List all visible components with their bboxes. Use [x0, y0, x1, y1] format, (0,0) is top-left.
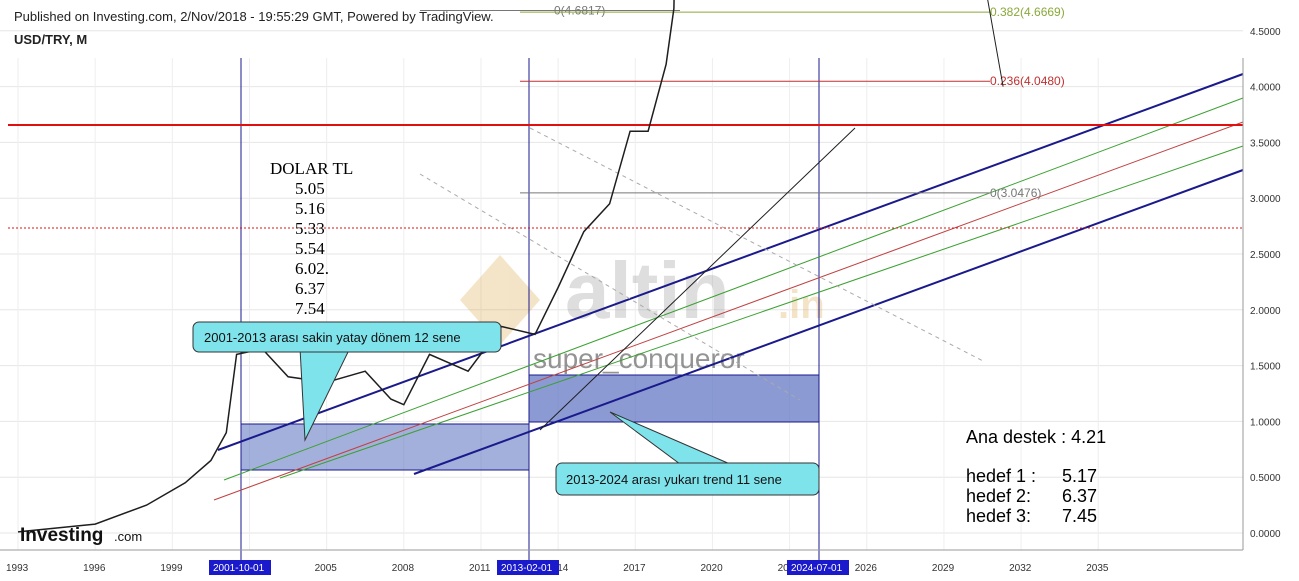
target-value: 6.37	[1062, 486, 1097, 506]
dolar-list-title: DOLAR TL	[270, 159, 353, 178]
date-marker-2001: 2001-10-01	[213, 563, 265, 574]
dolar-value: 5.33	[295, 219, 325, 238]
dolar-value: 6.37	[295, 279, 325, 298]
x-tick-label: 2020	[700, 563, 723, 574]
x-tick-label: 2032	[1009, 563, 1032, 574]
callout-text: 2013-2024 arası yukarı trend 11 sene	[566, 472, 782, 487]
callout-horizontal-period: 2001-2013 arası sakin yatay dönem 12 sen…	[192, 321, 502, 442]
target-value: 5.17	[1062, 466, 1097, 486]
x-tick-label: 2005	[315, 563, 338, 574]
channel-lower-line	[413, 169, 1244, 475]
dolar-value: 6.02.	[295, 259, 329, 278]
symbol-title: USD/TRY, M	[14, 32, 88, 47]
target-label: hedef 3:	[966, 506, 1031, 526]
watermark-subtext: super_conqueror	[533, 343, 745, 374]
published-info: Published on Investing.com, 2/Nov/2018 -…	[14, 9, 494, 24]
channel-green-lower	[279, 145, 1244, 479]
y-tick-label: 1.5000	[1250, 362, 1281, 373]
price-history-line	[17, 0, 675, 533]
fib-level-label: 0(4.6817)	[554, 4, 605, 18]
projection-path	[987, 0, 1004, 87]
range-box-2001-2013	[240, 423, 530, 471]
fibonacci-levels: 1.618(7.4566)0.786(6.0297)0.5(5.5392)0.3…	[420, 4, 1065, 200]
y-tick-label: 1.0000	[1250, 417, 1281, 428]
x-tick-label: 2029	[932, 563, 955, 574]
main-support: Ana destek : 4.21	[966, 427, 1106, 447]
x-axis: 1993199619992002200520082011201420172020…	[0, 549, 1243, 574]
y-tick-label: 4.0000	[1250, 83, 1281, 94]
channel-upper-line	[217, 73, 1244, 451]
callout-text: 2001-2013 arası sakin yatay dönem 12 sen…	[204, 330, 461, 345]
targets-panel: Ana destek : 4.21 hedef 1 : 5.17 hedef 2…	[966, 427, 1106, 526]
fib-level-label: 0.382(4.6669)	[990, 5, 1065, 19]
y-axis: 0.0000 0.5000 1.0000 1.5000 2.0000 2.5000 3.00…	[1242, 27, 1281, 550]
dolar-value: 5.16	[295, 199, 325, 218]
y-tick-label: 0.0000	[1250, 529, 1281, 540]
x-tick-label: 2008	[392, 563, 415, 574]
channel-green-upper	[223, 97, 1244, 481]
watermark-text: altin	[565, 246, 729, 335]
fib-level-label: 0(3.0476)	[990, 186, 1041, 200]
x-tick-label: 1999	[160, 563, 183, 574]
watermark-suffix: .in	[778, 283, 825, 327]
date-markers: 2001-10-01 2013-02-01 2024-07-01	[209, 560, 849, 575]
target-label: hedef 1 :	[966, 466, 1036, 486]
fib-level-label: 0.236(4.0480)	[990, 74, 1065, 88]
x-tick-label: 2011	[469, 563, 491, 574]
date-marker-2024: 2024-07-01	[791, 563, 843, 574]
dolar-value: 7.54	[295, 299, 325, 318]
target-label: hedef 2:	[966, 486, 1031, 506]
x-tick-label: 1993	[6, 563, 29, 574]
y-tick-label: 4.5000	[1250, 27, 1281, 38]
callout-uptrend-period: 2013-2024 arası yukarı trend 11 sene	[555, 411, 820, 496]
x-tick-label: 2035	[1086, 563, 1109, 574]
target-value: 7.45	[1062, 506, 1097, 526]
y-tick-label: 2.0000	[1250, 306, 1281, 317]
x-tick-label: 1996	[83, 563, 106, 574]
y-tick-label: 3.5000	[1250, 138, 1281, 149]
y-tick-label: 0.5000	[1250, 473, 1281, 484]
investing-logo: Investing .com	[20, 525, 142, 546]
support-trend-line	[539, 127, 856, 431]
date-marker-bg	[209, 560, 271, 575]
dolar-value: 5.54	[295, 239, 325, 258]
x-tick-label: 2026	[855, 563, 878, 574]
y-tick-label: 3.0000	[1250, 194, 1281, 205]
logo-text: Investing	[20, 525, 103, 546]
date-marker-bg	[787, 560, 849, 575]
date-marker-2013: 2013-02-01	[501, 563, 553, 574]
dolar-value: 5.05	[295, 179, 325, 198]
logo-suffix: .com	[114, 529, 142, 544]
y-tick-label: 2.5000	[1250, 250, 1281, 261]
dashed-diagonal-1	[419, 173, 801, 401]
dashed-diagonal-2	[529, 127, 986, 363]
x-tick-label: 2017	[623, 563, 646, 574]
dolar-list: DOLAR TL 5.05 5.16 5.33 5.54 6.02. 6.37 …	[270, 159, 353, 318]
channel-red-line	[213, 121, 1244, 501]
date-marker-bg	[497, 560, 559, 575]
